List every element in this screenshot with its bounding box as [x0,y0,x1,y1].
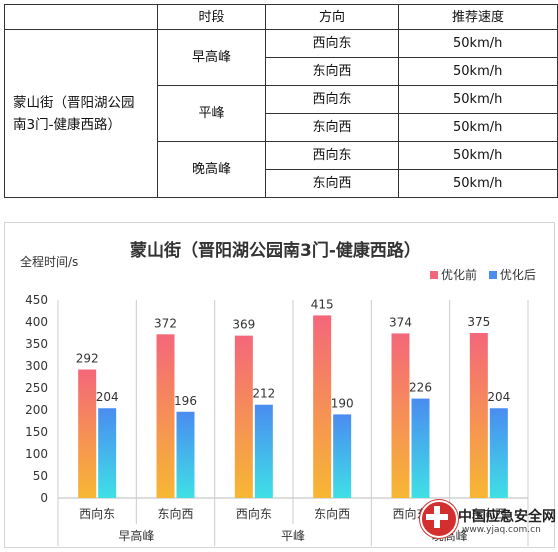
y-tick-label: 200 [25,403,48,417]
y-tick-label: 0 [40,491,48,505]
direction-cell: 东向西 [265,169,399,198]
data-label-after: 212 [252,387,275,401]
y-tick-label: 300 [25,359,48,373]
data-label-after: 190 [331,396,354,410]
period-cell: 平峰 [157,85,266,142]
y-axis-label: 全程时间/s [20,255,79,269]
data-label-before: 374 [389,315,412,329]
street-name-line1: 蒙山街（晋阳湖公园 [13,94,135,111]
direction-cell: 西向东 [265,85,399,114]
legend-swatch-after [488,271,497,279]
data-label-before: 292 [76,352,99,366]
watermark-logo: 中国应急安全网 www.yjaq.com.cn [420,498,556,538]
data-label-before: 372 [154,316,177,330]
x-category-label: 东向西 [471,506,507,521]
y-tick-label: 350 [25,337,48,351]
speed-cell: 50km/h [398,29,558,58]
chart-legend: 优化前 优化后 [430,266,544,283]
data-label-before: 375 [467,315,490,329]
legend-label-after: 优化后 [499,268,536,282]
x-category-label: 东向西 [157,506,193,521]
chart-title: 蒙山街（晋阳湖公园南3门-健康西路） [130,241,421,261]
watermark-url: www.yjaq.com.cn [462,525,541,535]
x-group-label: 早高峰 [118,528,154,543]
speed-cell: 50km/h [398,57,558,86]
speed-cell: 50km/h [398,113,558,142]
data-label-after: 196 [174,394,197,408]
bar-after [411,398,430,498]
y-tick-label: 100 [25,447,48,461]
direction-cell: 东向西 [265,113,399,142]
x-category-label: 东向西 [314,506,350,521]
speed-table: 时段 方向 推荐速度 蒙山街（晋阳湖公园 南3门-健康西路） 早高峰 西向东 5… [4,4,558,198]
y-tick-label: 50 [33,469,48,483]
direction-cell: 西向东 [265,29,399,58]
emergency-cross-icon [420,500,458,538]
data-label-after: 204 [487,390,510,404]
table-row: 东向西 50km/h [5,169,558,198]
direction-cell: 东向西 [265,57,399,86]
legend-swatch-before [430,271,438,279]
bar-after [176,411,195,498]
speed-cell: 50km/h [398,85,558,114]
period-cell: 晚高峰 [157,141,266,198]
bar-before [313,315,332,498]
legend-item-before: 优化前 [430,266,477,283]
bar-after [254,404,273,498]
direction-cell: 西向东 [265,141,399,170]
legend-item-after: 优化后 [488,266,536,283]
data-label-after: 226 [409,381,432,395]
header-speed: 推荐速度 [398,4,558,30]
data-label-after: 204 [96,390,119,404]
table-row: 平峰 西向东 50km/h [5,85,558,142]
x-category-label: 西向东 [392,506,428,521]
bar-before [234,335,253,498]
bar-after [98,408,117,498]
y-tick-label: 400 [25,315,48,329]
table-row: 东向西 50km/h [5,113,558,142]
bar-after [489,408,508,498]
bar-before [469,333,488,498]
bar-before [391,333,410,498]
y-tick-label: 450 [25,293,48,307]
y-tick-label: 250 [25,381,48,395]
chart-frame [4,222,555,548]
legend-label-before: 优化前 [441,268,478,282]
table-row: 晚高峰 西向东 50km/h [5,141,558,198]
bar-before [78,369,97,498]
street-name-line2: 南3门-健康西路） [13,116,121,133]
table-row: 东向西 50km/h [5,57,558,86]
speed-cell: 50km/h [398,169,558,198]
x-group-label: 平峰 [281,529,305,543]
x-category-label: 西向东 [79,506,115,521]
data-label-before: 369 [232,318,255,332]
x-category-label: 西向东 [236,506,272,521]
y-tick-label: 150 [25,425,48,439]
watermark-text: 中国应急安全网 [458,509,556,525]
bar-before [156,334,175,498]
data-label-before: 415 [311,297,334,311]
bar-after [333,414,352,498]
